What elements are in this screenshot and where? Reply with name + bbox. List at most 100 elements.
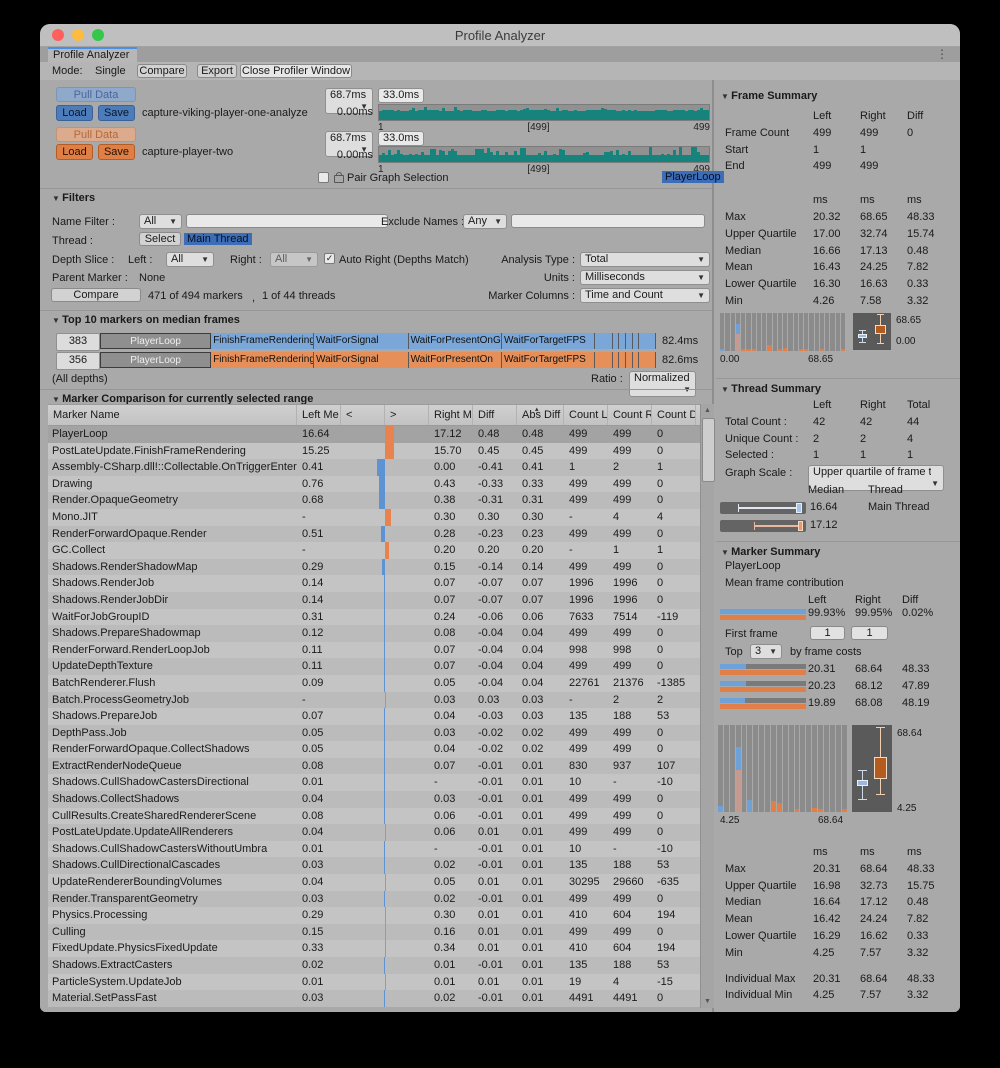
comparison-section-header[interactable]: ▼ Marker Comparison for currently select… <box>40 389 712 405</box>
load-right-button[interactable]: Load <box>56 144 93 160</box>
frame-summary-histogram[interactable] <box>720 313 845 351</box>
top10-segment[interactable] <box>625 352 633 368</box>
scroll-up-icon[interactable]: ▲ <box>704 407 711 414</box>
table-row[interactable]: Batch.ProcessGeometryJob - 0.03 0.03 0.03 - 2 2 <box>48 691 700 709</box>
load-left-button[interactable]: Load <box>56 105 93 121</box>
auto-right-checkbox[interactable]: ✓ <box>324 253 335 264</box>
marker-summary-histogram[interactable] <box>718 725 848 812</box>
name-filter-input[interactable] <box>186 214 388 228</box>
table-row[interactable]: PostLateUpdate.UpdateAllRenderers 0.04 0.0… <box>48 824 700 841</box>
frame-summary-boxplot[interactable] <box>853 313 891 350</box>
top10-segment[interactable] <box>639 352 656 368</box>
thread-select-button[interactable]: Select <box>139 232 181 246</box>
top10-head-segment[interactable]: PlayerLoop <box>100 333 212 349</box>
first-frame-right-button[interactable]: 1 <box>851 626 888 640</box>
table-row[interactable]: Shadows.PrepareShadowmap 0.12 0.08 -0.04 0.0… <box>48 625 700 642</box>
table-row[interactable]: ParticleSystem.UpdateJob 0.01 0.01 0.01 0.01… <box>48 973 700 991</box>
top10-marker-row[interactable]: PlayerLoop FinishFrameRendering WaitForSig… <box>100 352 656 368</box>
first-frame-left-button[interactable]: 1 <box>810 626 845 640</box>
frame-graph-left[interactable] <box>378 104 710 121</box>
more-menu-icon[interactable]: ⋮ <box>936 47 948 61</box>
column-header-diff[interactable]: Diff <box>473 405 517 425</box>
top10-section-header[interactable]: ▼ Top 10 markers on median frames <box>40 310 712 326</box>
thread-boxplot-left[interactable] <box>720 502 806 514</box>
comparison-scrollbar[interactable]: ▲ ▼ <box>700 404 715 1008</box>
zoom-window-button[interactable] <box>92 29 104 41</box>
column-header-marker-name[interactable]: Marker Name <box>48 405 297 425</box>
export-button[interactable]: Export <box>197 64 237 78</box>
titlebar[interactable]: Profile Analyzer <box>40 24 960 47</box>
exclude-names-input[interactable] <box>511 214 705 228</box>
top10-segment[interactable] <box>612 352 620 368</box>
save-left-button[interactable]: Save <box>98 105 135 121</box>
column-header--[interactable]: < <box>341 405 385 425</box>
top10-marker-row[interactable]: PlayerLoop FinishFrameRendering WaitForSig… <box>100 333 656 349</box>
selected-marker-chip[interactable]: PlayerLoop <box>662 171 724 183</box>
top10-segment[interactable]: WaitForTargetFPS <box>501 352 595 368</box>
depth-left-dropdown[interactable]: All ▼ <box>166 252 214 267</box>
graph-scale-dropdown[interactable]: Upper quartile of frame ti ▼ <box>808 465 944 491</box>
table-row[interactable]: Shadows.CullDirectionalCascades 0.03 0.02 -… <box>48 857 700 875</box>
table-row[interactable]: Shadows.RenderShadowMap 0.29 0.15 -0.14 0.14… <box>48 558 700 576</box>
column-header-count-l[interactable]: Count L <box>564 405 608 425</box>
table-row[interactable]: Culling 0.15 0.16 0.01 0.01 499 499 0 <box>48 923 700 941</box>
table-row[interactable]: Drawing 0.76 0.43 -0.33 0.33 499 499 0 <box>48 475 700 493</box>
table-row[interactable]: Render.OpaqueGeometry 0.68 0.38 -0.31 0.31 49… <box>48 492 700 509</box>
top10-segment[interactable]: WaitForTargetFPS <box>501 333 595 349</box>
thread-summary-header[interactable]: ▼ Thread Summary <box>716 378 960 395</box>
column-header-left-me[interactable]: Left Me <box>297 405 341 425</box>
table-row[interactable]: Render.TransparentGeometry 0.03 0.02 -0.01 0… <box>48 890 700 908</box>
table-row[interactable]: Shadows.CollectShadows 0.04 0.03 -0.01 0.01 4… <box>48 791 700 808</box>
table-row[interactable]: CullResults.CreateSharedRendererScene 0.0… <box>48 807 700 825</box>
exclude-mode-dropdown[interactable]: Any ▼ <box>463 214 507 229</box>
save-right-button[interactable]: Save <box>98 144 135 160</box>
threshold-right-pill[interactable]: 33.0ms <box>378 131 425 146</box>
scrollbar-thumb[interactable] <box>702 418 715 482</box>
table-row[interactable]: Shadows.RenderJob 0.14 0.07 -0.07 0.07 1996 19… <box>48 575 700 592</box>
table-row[interactable]: WaitForJobGroupID 0.31 0.24 -0.06 0.06 7633 75… <box>48 608 700 626</box>
top10-segment[interactable]: WaitForPresentOn <box>408 352 502 368</box>
top10-segment[interactable] <box>619 352 626 368</box>
top10-segment[interactable] <box>594 333 613 349</box>
column-header--[interactable]: > <box>385 405 429 425</box>
table-row[interactable]: Shadows.RenderJobDir 0.14 0.07 -0.07 0.07 199… <box>48 591 700 609</box>
table-row[interactable]: Shadows.PrepareJob 0.07 0.04 -0.03 0.03 135 18… <box>48 708 700 725</box>
analysis-type-dropdown[interactable]: Total ▼ <box>580 252 710 267</box>
frame-summary-header[interactable]: ▼ Frame Summary <box>721 90 817 102</box>
minimize-window-button[interactable] <box>72 29 84 41</box>
table-row[interactable]: Mono.JIT - 0.30 0.30 0.30 - 4 4 <box>48 508 700 526</box>
pull-data-left-button[interactable]: Pull Data <box>56 87 136 102</box>
table-row[interactable]: BatchRenderer.Flush 0.09 0.05 -0.04 0.04 2276… <box>48 674 700 692</box>
thread-boxplot-right[interactable] <box>720 520 806 532</box>
mode-single[interactable]: Single <box>95 65 126 77</box>
top10-segment[interactable] <box>619 333 626 349</box>
top10-head-segment[interactable]: PlayerLoop <box>100 352 212 368</box>
table-row[interactable]: Shadows.ExtractCasters 0.02 0.01 -0.01 0.01 1… <box>48 957 700 974</box>
close-window-button[interactable] <box>52 29 64 41</box>
table-row[interactable]: GC.Collect - 0.20 0.20 0.20 - 1 1 <box>48 542 700 559</box>
thread-value-chip[interactable]: Main Thread <box>184 233 252 245</box>
compare-button[interactable]: Compare <box>51 288 141 302</box>
top10-segment[interactable] <box>639 333 656 349</box>
table-row[interactable]: FixedUpdate.PhysicsFixedUpdate 0.33 0.34 0.… <box>48 940 700 957</box>
pull-data-right-button[interactable]: Pull Data <box>56 127 136 142</box>
name-filter-mode-dropdown[interactable]: All ▼ <box>139 214 182 229</box>
table-row[interactable]: Physics.Processing 0.29 0.30 0.01 0.01 410 604… <box>48 907 700 924</box>
table-row[interactable]: RenderForwardOpaque.Render 0.51 0.28 -0.23 0… <box>48 525 700 543</box>
table-row[interactable]: Shadows.CullShadowCastersDirectional 0.01… <box>48 774 700 792</box>
frame-graph-right[interactable] <box>378 146 710 163</box>
top10-segment[interactable]: WaitForPresentOnG <box>408 333 502 349</box>
marker-summary-header[interactable]: ▼ Marker Summary <box>716 541 960 558</box>
table-row[interactable]: ExtractRenderNodeQueue 0.08 0.07 -0.01 0.01 8… <box>48 757 700 775</box>
table-row[interactable]: UpdateDepthTexture 0.11 0.07 -0.04 0.04 499 49… <box>48 658 700 675</box>
column-header-count-d[interactable]: Count D <box>652 405 696 425</box>
scroll-down-icon[interactable]: ▼ <box>704 998 711 1005</box>
top-count-dropdown[interactable]: 3 ▼ <box>750 644 782 659</box>
close-profiler-window-button[interactable]: Close Profiler Window <box>240 64 352 78</box>
top10-frame-number[interactable]: 356 <box>56 352 100 370</box>
threshold-left-pill[interactable]: 33.0ms <box>378 88 425 103</box>
marker-summary-boxplot[interactable] <box>852 725 892 812</box>
mode-compare-button[interactable]: Compare <box>137 64 187 78</box>
column-header-count-r[interactable]: Count R <box>608 405 652 425</box>
top10-segment[interactable]: FinishFrameRendering <box>211 333 315 349</box>
